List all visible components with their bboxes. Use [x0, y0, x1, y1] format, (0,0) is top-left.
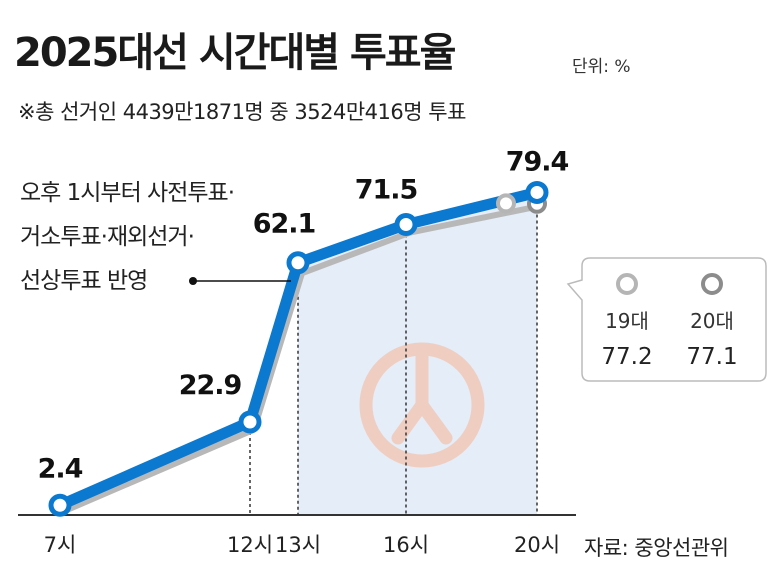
- x-tick-label: 7시: [44, 533, 77, 557]
- comparison-value: 77.1: [686, 344, 737, 370]
- note-line-3: 선상투표 반영: [20, 268, 148, 294]
- comparison-marker: [701, 273, 723, 295]
- comparison-label: 19대: [605, 309, 649, 333]
- unit-label: 단위: %: [572, 57, 631, 77]
- x-tick-label: 16시: [383, 533, 429, 557]
- note-line-1: 오후 1시부터 사전투표·: [20, 180, 235, 206]
- comparison-box: 19대 77.2 20대 77.1: [566, 257, 767, 382]
- data-label: 71.5: [355, 175, 418, 206]
- comparison-marker: [616, 273, 638, 295]
- x-tick-label: 20시: [514, 533, 560, 557]
- comparison-value: 77.2: [601, 344, 652, 370]
- data-point: [286, 251, 310, 275]
- data-labels: 2.4 22.9 62.1 71.5 79.4: [38, 146, 570, 484]
- guide-lines: [249, 202, 538, 515]
- prior-point: [496, 193, 516, 214]
- note-line-2: 거소투표·재외선거·: [20, 224, 195, 250]
- data-label: 62.1: [253, 209, 316, 240]
- data-point: [394, 213, 418, 237]
- comparison-label: 20대: [690, 309, 734, 333]
- data-label: 79.4: [506, 146, 569, 177]
- data-label: 2.4: [38, 453, 83, 484]
- x-tick-labels: 7시 12시 13시 16시 20시: [44, 533, 560, 557]
- chart-title: 2025대선 시간대별 투표율: [14, 30, 456, 76]
- data-point: [238, 410, 262, 434]
- chart-subtitle: ※총 선거인 4439만1871명 중 3524만416명 투표: [18, 100, 466, 124]
- x-tick-label: 13시: [275, 533, 321, 557]
- data-points: [48, 180, 549, 517]
- annotation-note: 오후 1시부터 사전투표· 거소투표·재외선거· 선상투표 반영: [20, 171, 235, 303]
- x-tick-label: 12시: [227, 533, 273, 557]
- data-point: [525, 180, 549, 204]
- source-label: 자료: 중앙선관위: [584, 536, 729, 560]
- data-label: 22.9: [179, 370, 242, 401]
- data-point: [48, 493, 72, 517]
